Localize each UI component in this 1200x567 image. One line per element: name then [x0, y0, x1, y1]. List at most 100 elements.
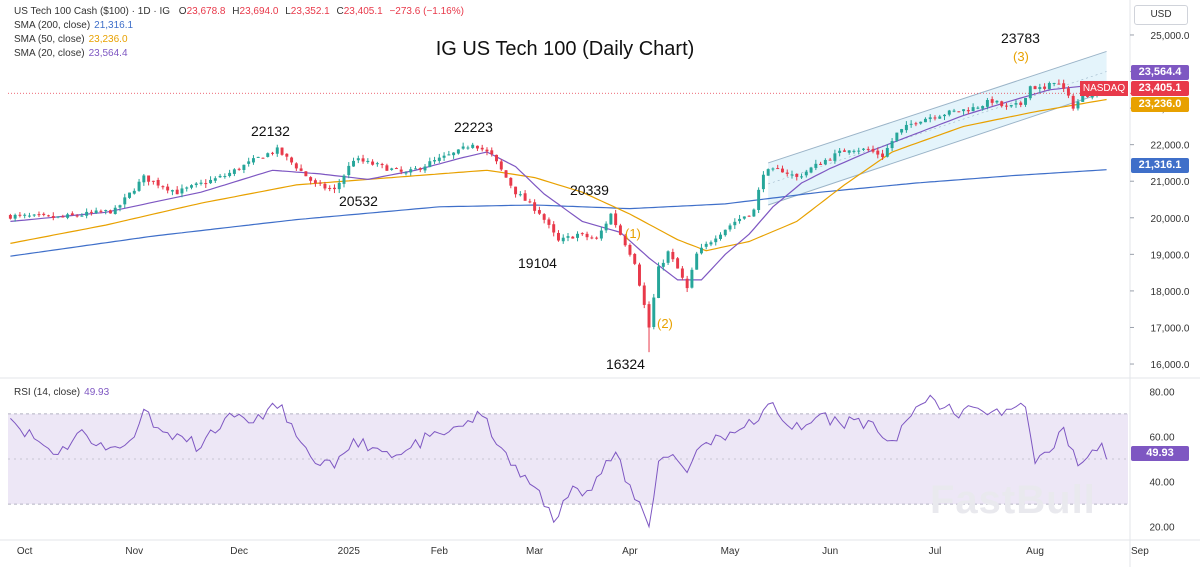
candle-body: [528, 201, 532, 203]
candle-body: [437, 157, 441, 161]
candle-body: [13, 214, 17, 219]
candle-body: [170, 190, 174, 192]
candle-body: [85, 211, 89, 216]
candle-body: [652, 297, 656, 327]
candle-body: [27, 215, 31, 217]
legend-change: −273.6 (−1.16%): [389, 6, 464, 17]
candle-body: [8, 215, 12, 219]
candle-body: [819, 163, 823, 165]
candle-body: [943, 114, 946, 117]
currency-button[interactable]: USD: [1134, 5, 1188, 25]
rsi-axis-label: 60.00: [1149, 432, 1174, 443]
candle-body: [728, 225, 732, 230]
legend-ohlc: US Tech 100 Cash ($100) · 1D · IG O23,67…: [14, 6, 464, 17]
legend-sma50: SMA (50, close) 23,236.0: [14, 34, 128, 45]
candle-body: [504, 170, 508, 178]
candle-body: [299, 168, 303, 171]
candle-body: [161, 186, 165, 188]
legend-rsi: RSI (14, close) 49.93: [14, 387, 109, 398]
candle-body: [533, 202, 537, 211]
candle-body: [352, 160, 356, 167]
legend-close-label: C: [336, 6, 344, 17]
candle-body: [366, 160, 370, 163]
candle-body: [971, 107, 975, 112]
watermark-logo: FastBull: [930, 478, 1096, 522]
legend-close-value: 23,405.1: [343, 6, 383, 17]
candle-body: [618, 225, 622, 235]
candle-body: [304, 171, 308, 177]
candle-body: [204, 183, 208, 185]
candle-body: [542, 214, 546, 220]
candle-body: [547, 219, 551, 225]
candle-body: [838, 150, 842, 153]
time-axis-label: Oct: [17, 546, 33, 557]
candle-body: [118, 205, 122, 208]
rsi-line: [10, 394, 1108, 529]
price-axis-label: 20,000.0: [1151, 214, 1190, 225]
candle-body: [638, 264, 641, 286]
candle-body: [175, 189, 179, 195]
candle-body: [866, 148, 870, 150]
candle-body: [1081, 95, 1085, 102]
candle-body: [313, 180, 317, 184]
candle-body: [80, 215, 84, 217]
candle-body: [556, 232, 560, 241]
candle-body: [418, 168, 422, 170]
candle-body: [852, 150, 856, 152]
candle-body: [962, 109, 966, 112]
candle-body: [242, 164, 246, 170]
legend-sma20-label: SMA (20, close): [14, 48, 85, 59]
candle-body: [766, 169, 770, 176]
trend-channel-upper: [768, 50, 1107, 164]
candle-body: [61, 216, 65, 218]
candle-body: [561, 237, 565, 242]
candle-body: [590, 237, 594, 239]
time-axis-label: Aug: [1026, 546, 1044, 557]
candle-body: [394, 168, 398, 170]
candle-body: [723, 229, 727, 236]
candle-body: [747, 215, 751, 217]
candle-body: [490, 150, 494, 155]
candle-body: [642, 285, 646, 305]
candle-body: [166, 186, 170, 191]
legend-sma200-label: SMA (200, close): [14, 20, 91, 31]
candle-body: [795, 173, 799, 177]
candle-body: [323, 183, 327, 189]
legend-rsi-value: 49.93: [84, 387, 110, 398]
candle-body: [666, 251, 670, 263]
candle-body: [452, 152, 456, 156]
candle-body: [657, 266, 661, 298]
close-price-tag: 23,405.1: [1131, 81, 1189, 96]
candle-body: [914, 123, 918, 125]
candle-body: [23, 214, 27, 216]
candle-body: [380, 164, 384, 166]
candle-body: [347, 165, 351, 176]
sma20-line: [10, 85, 1107, 281]
candle-body: [833, 153, 837, 161]
candle-body: [885, 147, 889, 157]
candle-body: [947, 110, 951, 115]
candle-body: [104, 210, 108, 212]
candle-body: [156, 179, 160, 186]
candle-body: [223, 176, 227, 178]
legend-rsi-label: RSI (14, close): [14, 387, 81, 398]
candle-body: [1076, 101, 1080, 109]
candle-body: [261, 157, 265, 159]
candle-body: [385, 165, 389, 171]
candle-body: [742, 216, 746, 219]
candle-body: [290, 157, 294, 163]
candle-body: [461, 146, 465, 149]
candle-body: [1004, 105, 1008, 107]
candle-body: [857, 150, 861, 152]
candle-body: [661, 262, 665, 267]
legend-open-label: O: [178, 6, 187, 17]
candle-body: [328, 187, 332, 189]
price-axis-label: 17,000.0: [1151, 323, 1190, 334]
candle-body: [680, 268, 684, 278]
candle-body: [804, 171, 808, 176]
candle-body: [132, 190, 136, 194]
candle-body: [862, 148, 865, 150]
candle-body: [1024, 97, 1028, 105]
legend-sma50-label: SMA (50, close): [14, 34, 85, 45]
candle-body: [70, 213, 74, 216]
